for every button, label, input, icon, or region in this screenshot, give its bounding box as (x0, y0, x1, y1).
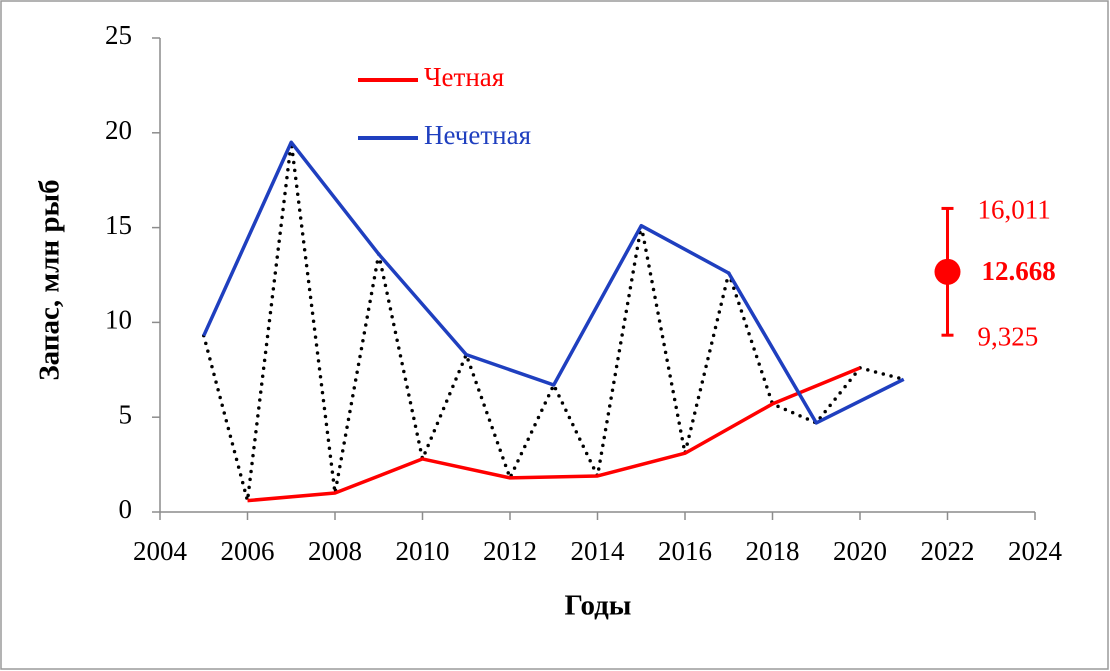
y-tick-label: 15 (105, 210, 132, 240)
x-tick-label: 2012 (483, 536, 537, 566)
x-tick-label: 2004 (133, 536, 188, 566)
interval-value-label: 12.668 (982, 256, 1056, 286)
x-tick-label: 2010 (396, 536, 450, 566)
x-tick-label: 2014 (571, 536, 626, 566)
x-tick-label: 2016 (658, 536, 712, 566)
y-tick-label: 5 (119, 399, 133, 429)
legend-label: Четная (424, 62, 504, 92)
dotted-line (202, 142, 906, 502)
y-tick-label: 20 (105, 115, 132, 145)
x-tick-label: 2022 (921, 536, 975, 566)
x-tick-label: 2018 (746, 536, 800, 566)
legend-label: Нечетная (424, 120, 531, 150)
y-tick-label: 10 (105, 305, 132, 335)
series-line (202, 140, 905, 425)
interval-lower-label: 9,325 (978, 321, 1039, 351)
x-tick-label: 2008 (308, 536, 362, 566)
x-tick-label: 2006 (221, 536, 275, 566)
y-tick-label: 0 (119, 494, 133, 524)
x-tick-label: 2020 (833, 536, 887, 566)
y-axis-title: Запас, млн рыб (34, 179, 66, 380)
series-line (247, 366, 861, 503)
interval-point (934, 258, 961, 285)
interval-upper-label: 16,011 (978, 195, 1051, 225)
x-axis-title: Годы (565, 590, 632, 622)
x-tick-label: 2024 (1008, 536, 1063, 566)
y-tick-label: 25 (105, 20, 132, 50)
